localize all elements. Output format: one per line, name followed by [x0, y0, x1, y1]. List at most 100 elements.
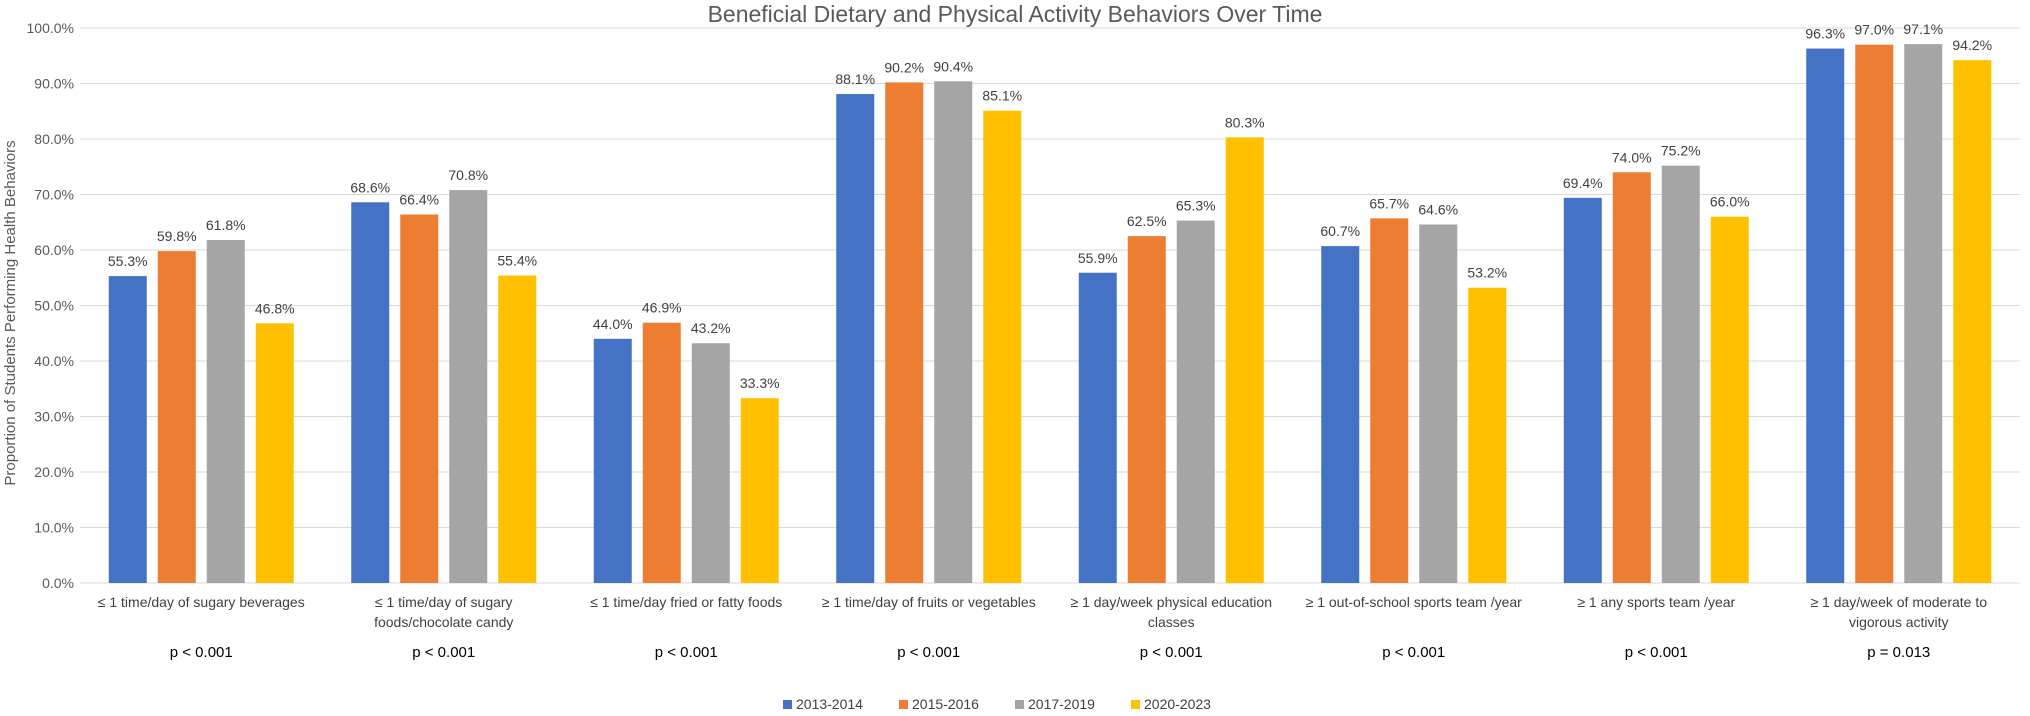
- category-label: vigorous activity: [1849, 614, 1949, 630]
- p-value-label: p = 0.013: [1867, 644, 1930, 661]
- y-tick-label: 60.0%: [34, 242, 74, 258]
- legend-swatch: [783, 700, 792, 709]
- bar: [1419, 224, 1458, 583]
- bar: [498, 275, 537, 583]
- data-label: 90.4%: [933, 58, 973, 74]
- data-label: 70.8%: [448, 167, 488, 183]
- legend-label: 2017-2019: [1028, 696, 1095, 712]
- bar: [1225, 137, 1264, 583]
- bars: [108, 44, 1992, 584]
- category-label: ≤ 1 time/day of sugary beverages: [98, 594, 305, 610]
- bar: [1855, 44, 1894, 583]
- p-value-label: p < 0.001: [897, 644, 960, 661]
- bar: [1806, 48, 1845, 584]
- data-label: 74.0%: [1612, 149, 1652, 165]
- category-label: ≥ 1 day/week of moderate to: [1810, 594, 1987, 610]
- data-label: 65.3%: [1176, 198, 1216, 214]
- bar: [351, 202, 390, 583]
- bar: [1176, 220, 1215, 583]
- chart-title: Beneficial Dietary and Physical Activity…: [708, 1, 1323, 27]
- category-label: ≥ 1 time/day of fruits or vegetables: [822, 594, 1036, 610]
- y-tick-label: 50.0%: [34, 298, 74, 314]
- bar: [1468, 287, 1507, 583]
- y-tick-label: 30.0%: [34, 409, 74, 425]
- y-tick-label: 100.0%: [27, 20, 74, 36]
- legend-label: 2015-2016: [912, 696, 979, 712]
- bar: [1953, 60, 1992, 583]
- category-label: ≥ 1 day/week physical education: [1071, 594, 1272, 610]
- data-label: 53.2%: [1467, 265, 1507, 281]
- legend-swatch: [1131, 700, 1140, 709]
- legend-label: 2020-2023: [1144, 696, 1211, 712]
- bar: [740, 398, 779, 583]
- data-label: 66.4%: [399, 191, 439, 207]
- y-tick-label: 40.0%: [34, 353, 74, 369]
- bar: [1078, 272, 1117, 583]
- bar: [400, 214, 439, 584]
- bar: [1661, 165, 1700, 583]
- data-label: 96.3%: [1805, 26, 1845, 42]
- y-tick-label: 80.0%: [34, 131, 74, 147]
- data-label: 44.0%: [593, 316, 633, 332]
- bar: [593, 338, 632, 583]
- category-label: ≥ 1 out-of-school sports team /year: [1306, 594, 1523, 610]
- category-label: ≥ 1 any sports team /year: [1577, 594, 1735, 610]
- bar: [1563, 197, 1602, 583]
- data-label: 85.1%: [982, 88, 1022, 104]
- data-label: 46.8%: [255, 300, 295, 316]
- legend: 2013-2014 2015-2016 2017-2019 2020-2023: [783, 696, 1211, 712]
- bar: [449, 190, 488, 583]
- data-label: 80.3%: [1225, 114, 1265, 130]
- data-label: 75.2%: [1661, 143, 1701, 159]
- y-tick-label: 10.0%: [34, 520, 74, 536]
- category-label: classes: [1148, 614, 1195, 630]
- category-label: ≤ 1 time/day of sugary: [375, 594, 513, 610]
- y-axis-label: Proportion of Students Performing Health…: [2, 140, 19, 485]
- bar: [108, 276, 147, 583]
- bar: [983, 110, 1022, 583]
- data-label: 90.2%: [884, 59, 924, 75]
- bar: [1370, 218, 1409, 584]
- data-label: 46.9%: [642, 300, 682, 316]
- p-value-label: p < 0.001: [1625, 644, 1688, 661]
- data-label: 88.1%: [835, 71, 875, 87]
- data-label: 66.0%: [1710, 194, 1750, 210]
- legend-swatch: [1015, 700, 1024, 709]
- data-label: 33.3%: [740, 375, 780, 391]
- data-label: 97.1%: [1903, 21, 1943, 37]
- data-label: 97.0%: [1854, 22, 1894, 38]
- data-label: 61.8%: [206, 217, 246, 233]
- bar: [691, 343, 730, 583]
- bar: [1904, 44, 1943, 584]
- bar: [1127, 236, 1166, 583]
- bar: [255, 323, 294, 583]
- p-value-label: p < 0.001: [170, 644, 233, 661]
- category-label: foods/chocolate candy: [374, 614, 513, 630]
- bar: [934, 81, 973, 583]
- y-tick-label: 90.0%: [34, 76, 74, 92]
- bar: [157, 251, 196, 584]
- data-label: 64.6%: [1418, 201, 1458, 217]
- bar: [1321, 246, 1360, 584]
- data-label: 62.5%: [1127, 213, 1167, 229]
- data-label: 69.4%: [1563, 175, 1603, 191]
- data-label: 59.8%: [157, 228, 197, 244]
- legend-label: 2013-2014: [796, 696, 863, 712]
- p-value-label: p < 0.001: [655, 644, 718, 661]
- bar: [1612, 172, 1651, 584]
- bar: [836, 94, 875, 584]
- bar: [642, 322, 681, 583]
- bar: [1710, 216, 1749, 583]
- y-axis-ticks: 0.0% 10.0% 20.0% 30.0% 40.0% 50.0% 60.0% 70.0% 8…: [27, 20, 74, 591]
- data-label: 55.4%: [497, 253, 537, 269]
- y-tick-label: 20.0%: [34, 464, 74, 480]
- legend-swatch: [899, 700, 908, 709]
- data-labels: 55.3% 59.8% 61.8% 46.8% 68.6% 66.4% 70.8% 55.4%…: [108, 21, 1992, 391]
- y-tick-label: 0.0%: [42, 575, 74, 591]
- data-label: 94.2%: [1952, 37, 1992, 53]
- bar: [885, 82, 924, 583]
- y-tick-label: 70.0%: [34, 187, 74, 203]
- bar: [206, 240, 245, 583]
- p-value-label: p < 0.001: [412, 644, 475, 661]
- p-value-label: p < 0.001: [1140, 644, 1203, 661]
